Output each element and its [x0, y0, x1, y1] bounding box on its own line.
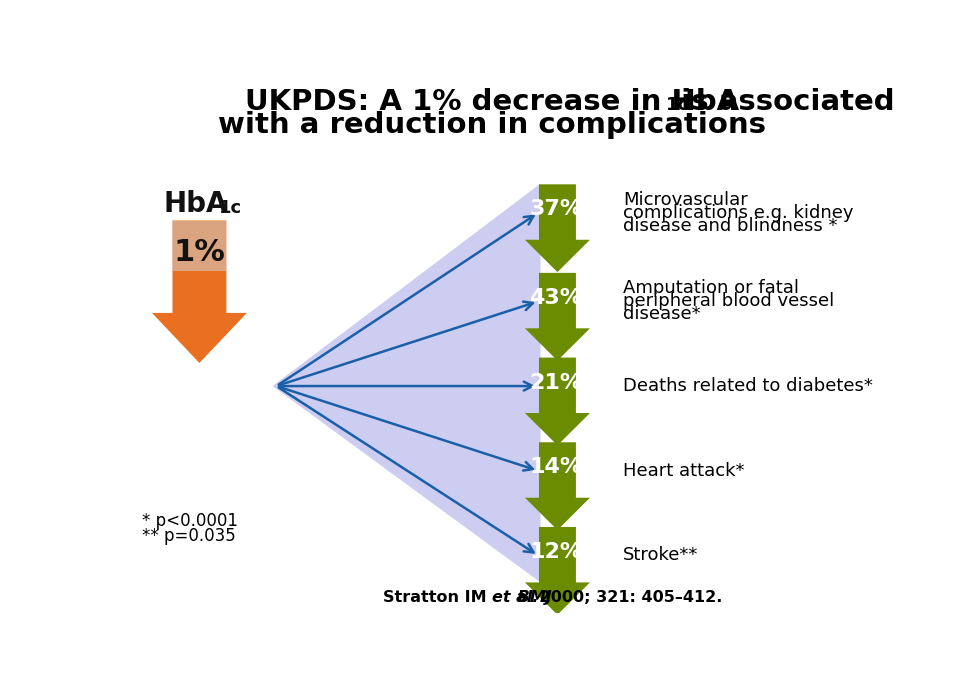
Text: ** p=0.035: ** p=0.035 — [142, 527, 235, 545]
Text: 1c: 1c — [665, 96, 689, 114]
Text: Deaths related to diabetes*: Deaths related to diabetes* — [623, 377, 873, 395]
Text: * p<0.0001: * p<0.0001 — [142, 512, 238, 530]
Text: peripheral blood vessel: peripheral blood vessel — [623, 292, 834, 310]
Text: is associated: is associated — [671, 88, 895, 116]
Text: 1%: 1% — [174, 238, 226, 267]
Text: 2000; 321: 405–412.: 2000; 321: 405–412. — [535, 590, 723, 606]
Text: Stratton IM: Stratton IM — [383, 590, 492, 606]
Polygon shape — [525, 185, 590, 272]
Polygon shape — [525, 273, 590, 360]
Text: et al.: et al. — [492, 590, 539, 606]
Text: Microvascular: Microvascular — [623, 191, 748, 209]
Text: Heart attack*: Heart attack* — [623, 462, 744, 480]
Polygon shape — [525, 358, 590, 445]
Text: 1c: 1c — [219, 199, 242, 217]
Text: 12%: 12% — [529, 542, 583, 562]
Text: 37%: 37% — [529, 199, 583, 219]
Text: disease and blindness *: disease and blindness * — [623, 217, 837, 235]
Text: complications e.g. kidney: complications e.g. kidney — [623, 204, 853, 222]
Text: HbA: HbA — [163, 189, 228, 218]
Text: Amputation or fatal: Amputation or fatal — [623, 279, 799, 297]
Polygon shape — [525, 442, 590, 530]
Text: 43%: 43% — [529, 288, 583, 308]
Polygon shape — [273, 183, 540, 582]
Text: Stroke**: Stroke** — [623, 546, 698, 564]
Text: with a reduction in complications: with a reduction in complications — [218, 111, 766, 138]
Text: UKPDS: A 1% decrease in HbA: UKPDS: A 1% decrease in HbA — [245, 88, 739, 116]
Text: 14%: 14% — [529, 457, 583, 477]
Polygon shape — [173, 220, 227, 271]
Text: disease*: disease* — [623, 305, 701, 323]
Polygon shape — [152, 220, 247, 363]
Text: BMJ: BMJ — [512, 590, 552, 606]
Polygon shape — [525, 527, 590, 615]
Text: 21%: 21% — [529, 373, 583, 393]
